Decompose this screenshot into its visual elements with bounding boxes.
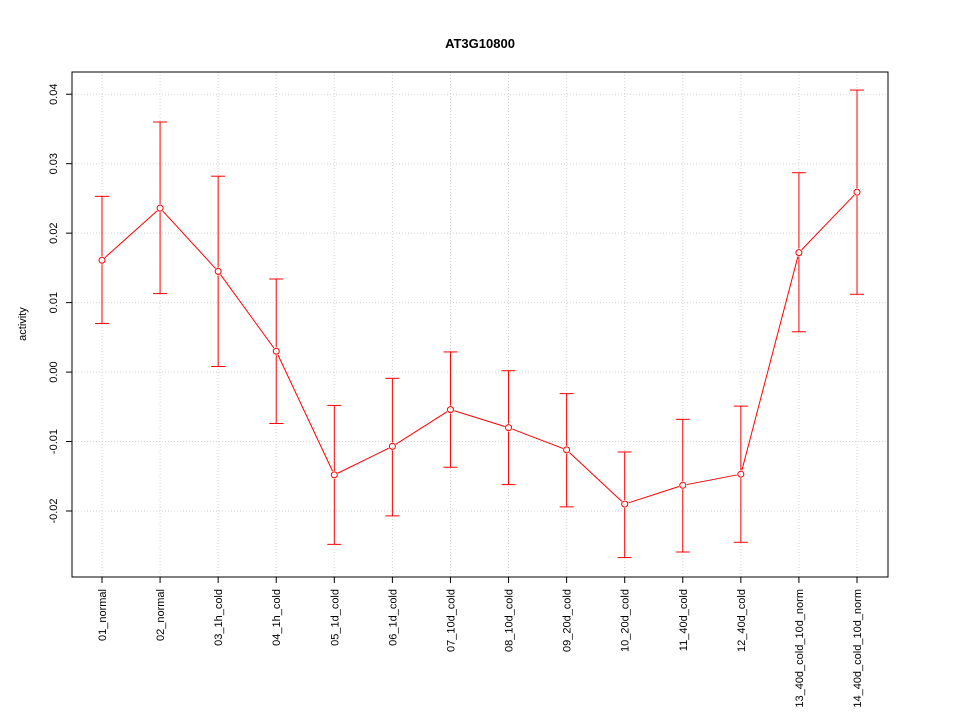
x-tick-label: 12_40d_cold: [736, 589, 748, 652]
x-tick-label: 05_1d_cold: [329, 589, 341, 646]
series-segment: [277, 354, 334, 472]
y-tick-label: -0.02: [48, 498, 60, 523]
axis-ticks: -0.02 -0.01 0.00 0.01 0.02 0.03 0.04 01_normal 0…: [48, 84, 864, 708]
data-point: [795, 249, 803, 257]
y-tick-label: 0.04: [48, 84, 60, 105]
x-tick-label: 03_1h_cold: [213, 589, 225, 646]
data-point: [330, 471, 338, 479]
y-tick-label: 0.00: [48, 361, 60, 382]
x-tick-label: 14_40d_cold_10d_norm: [852, 589, 864, 708]
series-segment: [628, 486, 680, 504]
data-point: [621, 500, 629, 508]
y-tick-label: 0.03: [48, 153, 60, 174]
x-tick-label: 11_40d_cold: [678, 589, 690, 651]
error-bars: [95, 89, 864, 559]
data-point: [679, 481, 687, 489]
data-point: [563, 446, 571, 454]
x-tick-label: 06_1d_cold: [387, 589, 399, 646]
data-point: [98, 256, 106, 264]
x-tick-label: 02_normal: [155, 589, 167, 641]
x-tick-label: 01_normal: [97, 589, 109, 641]
series-segment: [741, 256, 799, 471]
data-point: [214, 267, 222, 275]
series-segment: [512, 428, 564, 449]
series-segment: [162, 210, 216, 269]
data-point: [272, 347, 280, 355]
x-tick-label: 10_20d_cold: [620, 589, 632, 652]
data-point: [156, 204, 164, 212]
data-point: [505, 424, 513, 432]
x-tick-label: 07_10d_cold: [445, 589, 457, 652]
series-segment: [395, 411, 448, 445]
x-tick-label: 04_1h_cold: [271, 589, 283, 646]
x-tick-label: 08_10d_cold: [504, 589, 516, 652]
data-point: [737, 470, 745, 478]
data-point: [446, 406, 454, 414]
x-tick-label: 13_40d_cold_10d_norm: [794, 589, 806, 708]
series-segment: [337, 447, 390, 474]
y-tick-label: 0.01: [48, 292, 60, 313]
grid: [72, 72, 888, 577]
series-segment: [220, 274, 275, 349]
series-segment: [454, 410, 505, 427]
series-line: [104, 194, 855, 504]
series-segment: [569, 452, 623, 502]
x-tick-label: 09_20d_cold: [562, 589, 574, 652]
series-segment: [104, 210, 158, 258]
plot-frame: [71, 71, 889, 578]
data-point: [388, 442, 396, 450]
y-tick-label: -0.01: [48, 429, 60, 454]
y-axis-label: activity: [17, 307, 29, 341]
y-tick-label: 0.02: [48, 222, 60, 243]
series-segment: [686, 474, 738, 486]
data-point: [853, 188, 861, 196]
data-points: [98, 188, 861, 508]
chart-title: AT3G10800: [445, 36, 515, 51]
series-segment: [801, 194, 855, 251]
